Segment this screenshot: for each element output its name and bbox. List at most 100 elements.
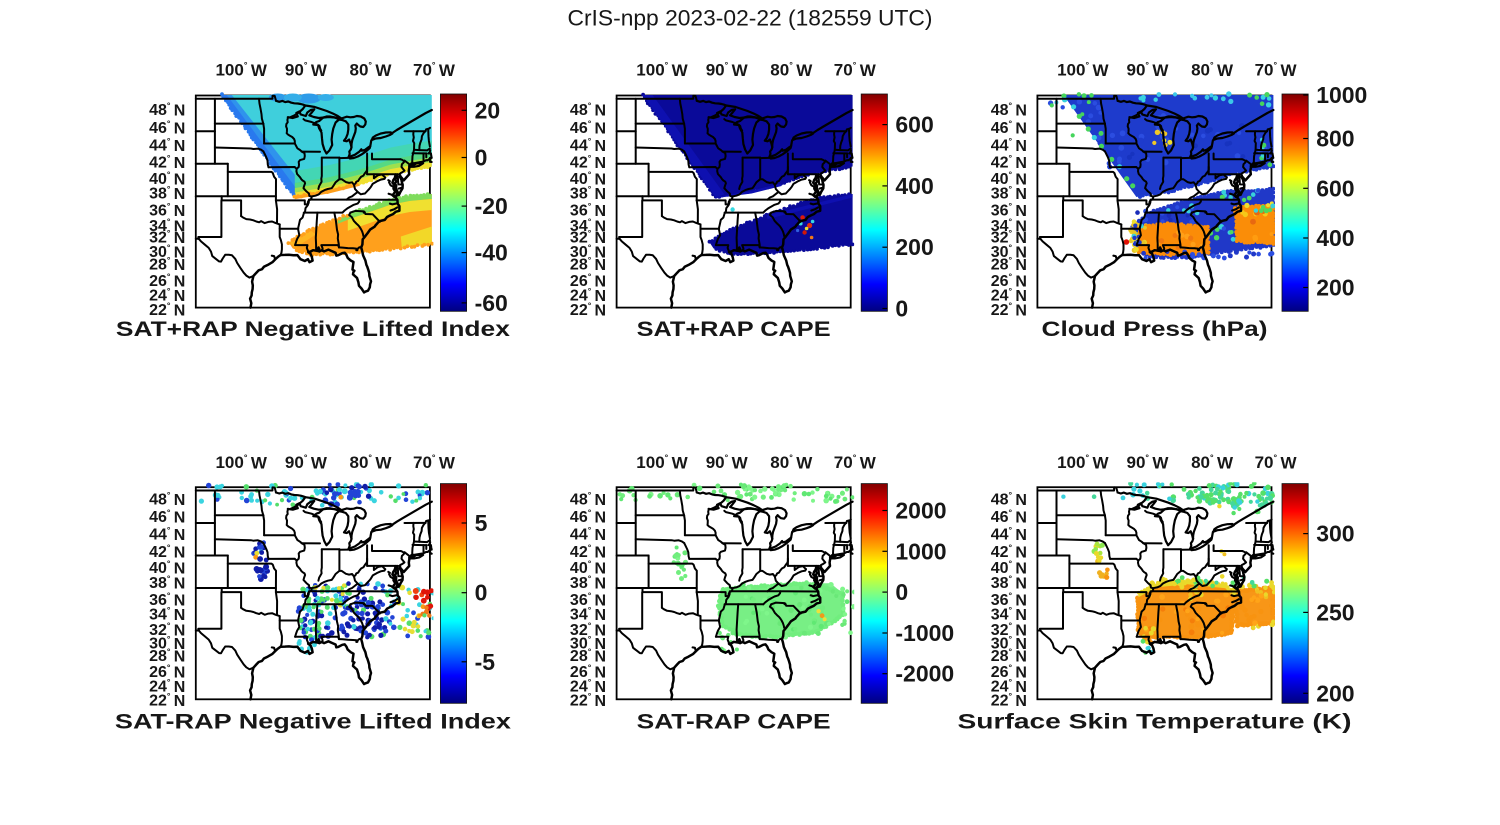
svg-text:70° W: 70° W bbox=[413, 452, 456, 472]
svg-text:90° W: 90° W bbox=[1127, 60, 1170, 80]
svg-text:0: 0 bbox=[475, 580, 488, 606]
svg-text:46° N: 46° N bbox=[991, 118, 1027, 137]
svg-text:Surface Skin Temperature (K): Surface Skin Temperature (K) bbox=[958, 711, 1352, 734]
svg-text:34° N: 34° N bbox=[149, 217, 185, 236]
svg-text:48° N: 48° N bbox=[570, 101, 606, 120]
svg-text:80° W: 80° W bbox=[350, 60, 393, 80]
svg-text:-5: -5 bbox=[475, 649, 496, 675]
svg-text:48° N: 48° N bbox=[149, 490, 185, 509]
svg-text:44° N: 44° N bbox=[991, 525, 1027, 544]
svg-text:30° N: 30° N bbox=[570, 634, 606, 653]
svg-text:44° N: 44° N bbox=[149, 525, 185, 544]
svg-text:26° N: 26° N bbox=[570, 272, 606, 291]
svg-text:22° N: 22° N bbox=[149, 301, 185, 320]
svg-text:SAT+RAP CAPE: SAT+RAP CAPE bbox=[637, 318, 831, 341]
svg-text:34° N: 34° N bbox=[149, 605, 185, 624]
svg-text:SAT-RAP Negative Lifted Index: SAT-RAP Negative Lifted Index bbox=[115, 711, 511, 734]
svg-text:22° N: 22° N bbox=[991, 301, 1027, 320]
svg-text:100° W: 100° W bbox=[215, 452, 267, 472]
svg-text:36° N: 36° N bbox=[149, 591, 185, 610]
svg-text:42° N: 42° N bbox=[570, 542, 606, 561]
svg-text:44° N: 44° N bbox=[570, 136, 606, 155]
svg-text:30° N: 30° N bbox=[149, 243, 185, 262]
svg-text:30° N: 30° N bbox=[991, 634, 1027, 653]
svg-text:24° N: 24° N bbox=[149, 286, 185, 305]
svg-text:22° N: 22° N bbox=[991, 691, 1027, 710]
svg-text:48° N: 48° N bbox=[991, 101, 1027, 120]
svg-text:46° N: 46° N bbox=[991, 508, 1027, 527]
svg-text:80° W: 80° W bbox=[350, 452, 393, 472]
svg-text:200: 200 bbox=[1316, 680, 1354, 706]
svg-text:24° N: 24° N bbox=[570, 677, 606, 696]
svg-text:48° N: 48° N bbox=[149, 101, 185, 120]
svg-text:40° N: 40° N bbox=[991, 170, 1027, 189]
svg-text:38° N: 38° N bbox=[991, 573, 1027, 592]
svg-text:100° W: 100° W bbox=[215, 60, 267, 80]
svg-text:34° N: 34° N bbox=[991, 605, 1027, 624]
svg-text:34° N: 34° N bbox=[570, 217, 606, 236]
svg-text:48° N: 48° N bbox=[570, 490, 606, 509]
svg-text:40° N: 40° N bbox=[570, 559, 606, 578]
svg-text:90° W: 90° W bbox=[1127, 452, 1170, 472]
svg-text:28° N: 28° N bbox=[570, 647, 606, 666]
svg-text:44° N: 44° N bbox=[149, 136, 185, 155]
svg-text:42° N: 42° N bbox=[570, 153, 606, 172]
svg-text:90° W: 90° W bbox=[285, 452, 328, 472]
svg-text:80° W: 80° W bbox=[770, 452, 813, 472]
svg-text:26° N: 26° N bbox=[570, 662, 606, 681]
svg-text:32° N: 32° N bbox=[570, 621, 606, 640]
svg-text:SAT-RAP CAPE: SAT-RAP CAPE bbox=[637, 711, 831, 734]
svg-text:90° W: 90° W bbox=[706, 60, 749, 80]
svg-text:100° W: 100° W bbox=[1057, 60, 1109, 80]
svg-text:26° N: 26° N bbox=[149, 662, 185, 681]
svg-text:36° N: 36° N bbox=[991, 201, 1027, 220]
svg-text:34° N: 34° N bbox=[570, 605, 606, 624]
svg-text:22° N: 22° N bbox=[570, 301, 606, 320]
svg-text:36° N: 36° N bbox=[991, 591, 1027, 610]
svg-text:26° N: 26° N bbox=[149, 272, 185, 291]
svg-text:600: 600 bbox=[1316, 175, 1354, 201]
svg-text:38° N: 38° N bbox=[570, 573, 606, 592]
svg-text:24° N: 24° N bbox=[991, 677, 1027, 696]
svg-text:400: 400 bbox=[895, 173, 933, 199]
svg-text:-60: -60 bbox=[475, 290, 508, 316]
svg-text:70° W: 70° W bbox=[834, 60, 877, 80]
svg-text:24° N: 24° N bbox=[149, 677, 185, 696]
svg-text:24° N: 24° N bbox=[570, 286, 606, 305]
svg-text:2000: 2000 bbox=[895, 498, 946, 524]
svg-text:70° W: 70° W bbox=[834, 452, 877, 472]
svg-text:80° W: 80° W bbox=[1191, 452, 1234, 472]
svg-text:SAT+RAP Negative Lifted Index: SAT+RAP Negative Lifted Index bbox=[116, 318, 510, 341]
svg-text:38° N: 38° N bbox=[149, 184, 185, 203]
svg-text:38° N: 38° N bbox=[991, 184, 1027, 203]
svg-text:-20: -20 bbox=[475, 193, 508, 219]
svg-text:300: 300 bbox=[1316, 521, 1354, 547]
svg-text:32° N: 32° N bbox=[149, 621, 185, 640]
svg-text:46° N: 46° N bbox=[149, 508, 185, 527]
svg-text:70° W: 70° W bbox=[413, 60, 456, 80]
svg-text:90° W: 90° W bbox=[285, 60, 328, 80]
svg-text:48° N: 48° N bbox=[991, 490, 1027, 509]
svg-text:26° N: 26° N bbox=[991, 662, 1027, 681]
svg-text:32° N: 32° N bbox=[149, 228, 185, 247]
svg-text:0: 0 bbox=[895, 579, 908, 605]
svg-text:600: 600 bbox=[895, 112, 933, 138]
svg-text:28° N: 28° N bbox=[149, 647, 185, 666]
svg-text:40° N: 40° N bbox=[991, 559, 1027, 578]
svg-text:32° N: 32° N bbox=[991, 228, 1027, 247]
svg-text:42° N: 42° N bbox=[149, 153, 185, 172]
svg-text:-40: -40 bbox=[475, 240, 508, 266]
svg-text:42° N: 42° N bbox=[991, 153, 1027, 172]
svg-text:Cloud Press (hPa): Cloud Press (hPa) bbox=[1042, 318, 1268, 341]
svg-text:30° N: 30° N bbox=[570, 243, 606, 262]
svg-text:80° W: 80° W bbox=[770, 60, 813, 80]
svg-text:30° N: 30° N bbox=[149, 634, 185, 653]
svg-text:100° W: 100° W bbox=[636, 60, 688, 80]
svg-text:40° N: 40° N bbox=[149, 170, 185, 189]
svg-text:32° N: 32° N bbox=[570, 228, 606, 247]
svg-text:46° N: 46° N bbox=[570, 508, 606, 527]
svg-text:36° N: 36° N bbox=[149, 201, 185, 220]
svg-text:0: 0 bbox=[475, 145, 488, 171]
svg-text:44° N: 44° N bbox=[570, 525, 606, 544]
svg-text:22° N: 22° N bbox=[570, 691, 606, 710]
